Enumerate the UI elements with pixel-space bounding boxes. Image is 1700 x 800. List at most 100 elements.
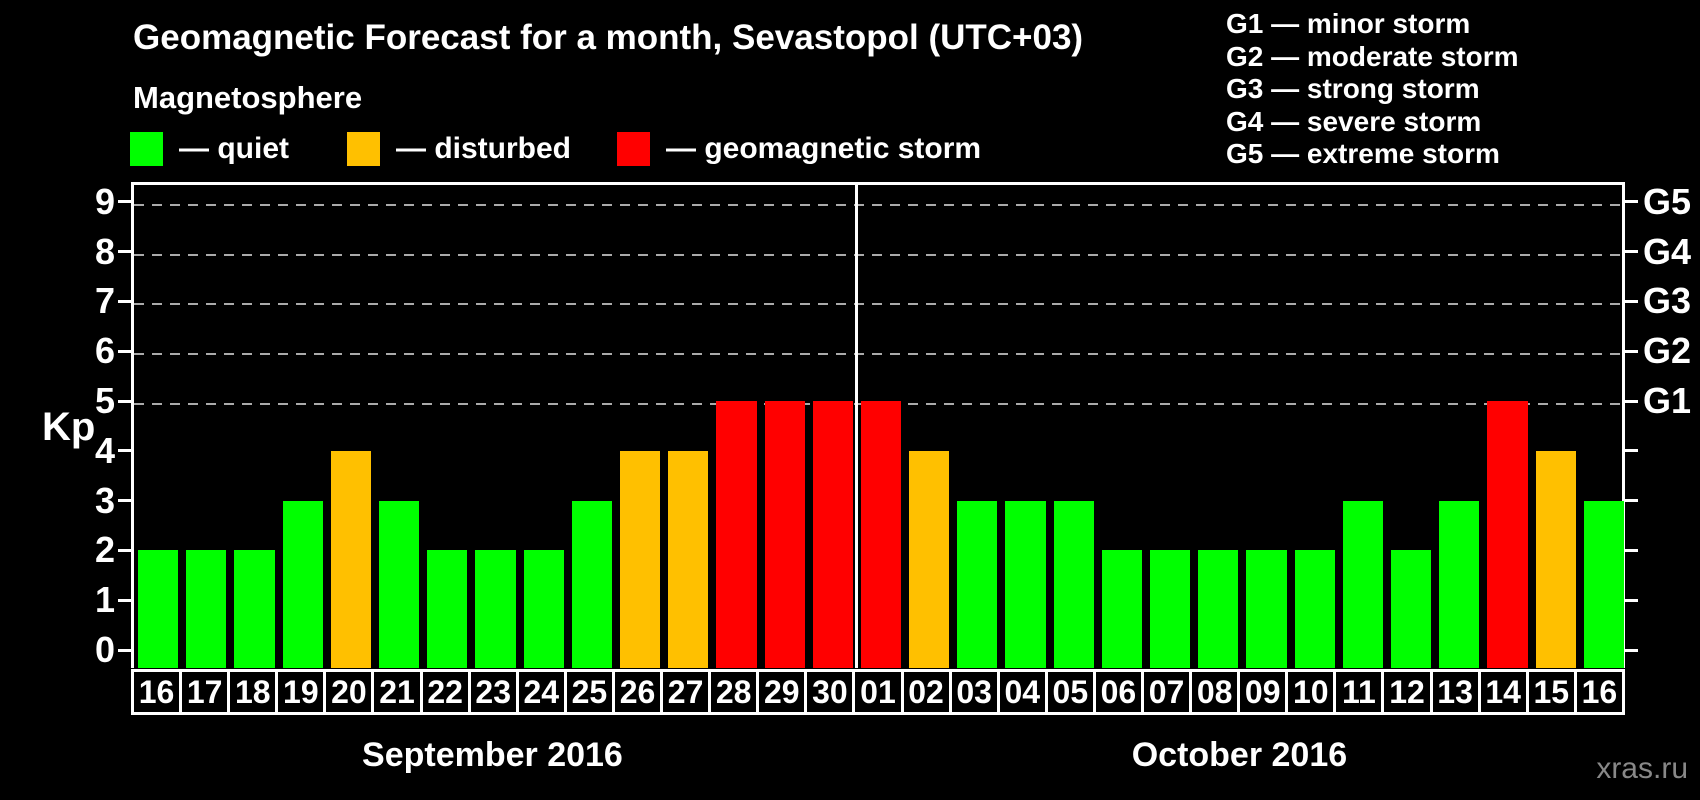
legend-label-quiet: — quiet	[179, 132, 289, 165]
storm-scale-line-4: G4 — severe storm	[1226, 105, 1482, 137]
day-cell-sep-19: 19	[275, 669, 327, 715]
storm-scale-line-3: G3 — strong storm	[1226, 73, 1480, 104]
kp-tick-label-5: 5	[94, 380, 115, 421]
kp-tick-label-9: 9	[94, 180, 115, 222]
watermark: xras.ru	[1596, 752, 1688, 785]
kp-tick-label-6: 6	[94, 330, 115, 372]
kp-bar-day-29	[764, 401, 805, 668]
g-axis-label-g2: G2	[1643, 330, 1692, 372]
kp-tick-right-6	[1625, 349, 1638, 353]
storm-scale-legend: G1 — minor storm G2 — moderate storm G3 — …	[1226, 8, 1519, 171]
kp-bar-day-02	[909, 450, 950, 668]
day-cell-oct-06: 06	[1092, 669, 1144, 715]
storm-scale-line-2: G2 — moderate storm	[1226, 40, 1519, 72]
legend-item-quiet: — quiet	[130, 130, 289, 168]
kp-bar-day-24	[523, 550, 564, 668]
g-axis-label-g3: G3	[1643, 280, 1692, 322]
plot-area	[131, 182, 1625, 668]
kp-tick-right-7	[1625, 299, 1638, 303]
kp-tick-left-1	[118, 598, 131, 602]
kp-bar-day-12	[1391, 550, 1432, 668]
kp-tick-left-4	[118, 449, 131, 453]
day-cell-sep-16: 16	[131, 669, 183, 715]
kp-tick-right-0	[1625, 648, 1638, 652]
kp-tick-left-8	[118, 250, 131, 254]
kp-tick-right-9	[1625, 200, 1638, 204]
kp-bar-day-30	[812, 401, 853, 668]
day-cell-sep-23: 23	[467, 669, 519, 715]
kp-tick-right-5	[1625, 399, 1638, 403]
kp-bar-day-26	[619, 450, 661, 668]
kp-bar-day-13	[1439, 500, 1480, 668]
storm-scale-line-1: G1 — minor storm	[1226, 8, 1471, 39]
day-cell-oct-15: 15	[1525, 669, 1577, 715]
kp-tick-right-4	[1625, 449, 1638, 453]
gridline-kp9	[134, 203, 1622, 206]
day-cell-sep-22: 22	[419, 669, 471, 715]
kp-bar-day-15	[1535, 450, 1576, 668]
kp-bar-day-25	[571, 500, 612, 668]
kp-tick-right-1	[1625, 598, 1638, 602]
day-cell-oct-04: 04	[996, 669, 1048, 715]
day-cell-sep-27: 27	[660, 669, 712, 715]
magnetosphere-label: Magnetosphere	[133, 80, 363, 115]
kp-bar-day-01	[860, 401, 902, 668]
kp-tick-left-9	[118, 200, 131, 204]
day-cell-oct-07: 07	[1140, 669, 1193, 715]
kp-bar-day-03	[957, 500, 998, 668]
legend-label-storm: — geomagnetic storm	[666, 132, 982, 165]
month-label-october: October 2016	[1131, 736, 1348, 774]
day-cell-oct-14: 14	[1477, 669, 1529, 715]
legend-item-disturbed: — disturbed	[347, 130, 571, 168]
kp-bar-day-20	[330, 450, 371, 668]
day-cell-sep-24: 24	[515, 669, 567, 715]
kp-bar-day-08	[1198, 550, 1239, 668]
quiet-color-swatch	[130, 132, 163, 166]
page-title: Geomagnetic Forecast for a month, Sevast…	[133, 18, 1084, 57]
kp-bar-day-09	[1246, 550, 1287, 668]
day-cell-oct-11: 11	[1333, 669, 1385, 715]
kp-bar-day-06	[1101, 550, 1143, 668]
kp-tick-left-5	[118, 399, 131, 403]
month-label-september: September 2016	[362, 736, 623, 774]
legend-label-disturbed: — disturbed	[396, 132, 572, 165]
gridline-kp8	[134, 253, 1622, 256]
kp-bar-day-05	[1053, 500, 1094, 668]
kp-bar-day-22	[427, 550, 468, 668]
g-axis-label-g1: G1	[1643, 380, 1692, 421]
day-cell-oct-13: 13	[1429, 669, 1481, 715]
day-cell-sep-30: 30	[804, 669, 856, 715]
y-axis-title: Kp	[42, 405, 96, 449]
kp-tick-label-3: 3	[94, 479, 115, 521]
kp-status-legend: — quiet — disturbed — geomagnetic storm	[0, 130, 1100, 168]
kp-bar-day-10	[1294, 550, 1335, 668]
kp-bar-day-23	[475, 550, 516, 668]
kp-tick-label-7: 7	[94, 280, 115, 322]
month-separator-line	[855, 185, 859, 668]
kp-bar-day-17	[186, 550, 227, 668]
kp-tick-label-0: 0	[94, 629, 115, 670]
kp-tick-left-3	[118, 499, 131, 503]
kp-bar-day-18	[234, 550, 275, 668]
day-cell-sep-18: 18	[227, 669, 279, 715]
kp-bar-day-28	[716, 401, 757, 668]
kp-bar-day-04	[1005, 500, 1046, 668]
kp-tick-label-8: 8	[94, 230, 115, 272]
kp-bar-day-16	[138, 550, 179, 668]
day-cell-sep-29: 29	[756, 669, 808, 715]
day-cell-oct-12: 12	[1381, 669, 1433, 715]
day-cell-oct-09: 09	[1237, 669, 1289, 715]
kp-bar-day-07	[1150, 550, 1191, 668]
kp-bar-day-27	[668, 450, 709, 668]
day-cell-oct-02: 02	[900, 669, 952, 715]
storm-color-swatch	[617, 132, 650, 166]
kp-tick-left-7	[118, 299, 131, 303]
storm-scale-line-5: G5 — extreme storm	[1226, 138, 1500, 169]
day-cell-oct-05: 05	[1044, 669, 1096, 715]
day-cell-oct-08: 08	[1189, 669, 1241, 715]
kp-tick-label-2: 2	[94, 529, 115, 571]
day-cell-oct-01: 01	[852, 669, 904, 715]
day-cell-oct-10: 10	[1285, 669, 1337, 715]
disturbed-color-swatch	[347, 132, 380, 166]
day-cell-sep-26: 26	[611, 669, 664, 715]
